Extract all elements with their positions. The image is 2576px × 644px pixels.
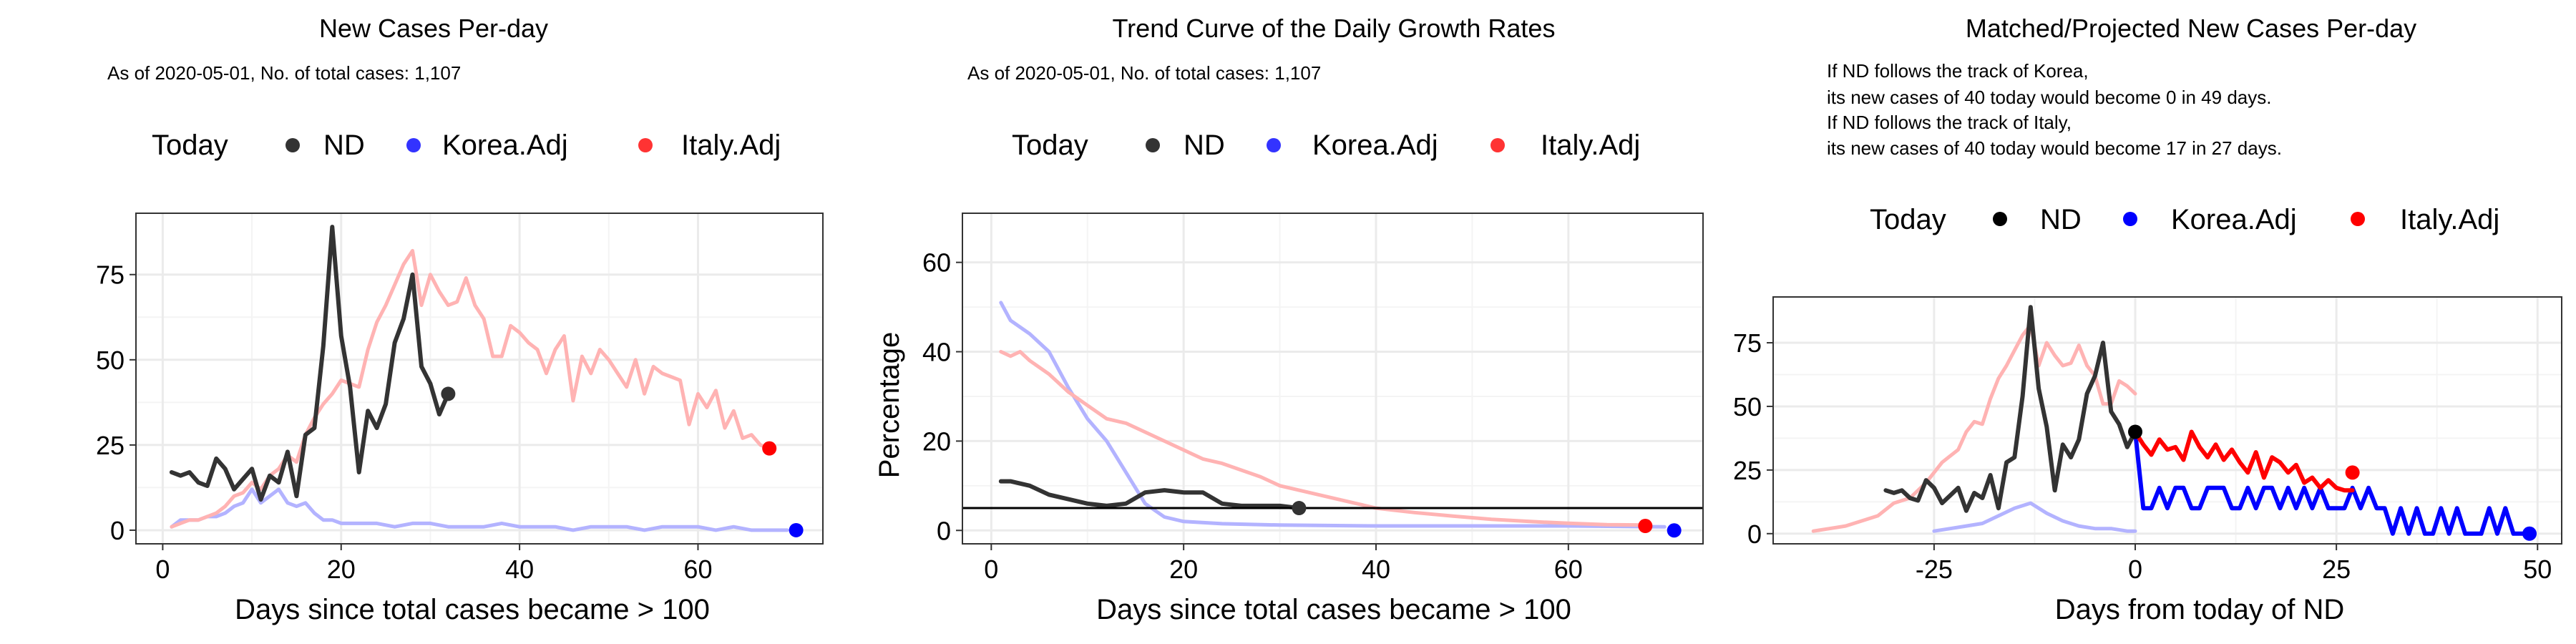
tick-label-y: 75 xyxy=(1733,328,1762,358)
chart-subtitle-line: As of 2020-05-01, No. of total cases: 1,… xyxy=(967,62,1321,84)
tick-label-y: 25 xyxy=(96,431,125,460)
legend-title: Today xyxy=(1012,130,1088,161)
today-marker-nd xyxy=(2128,424,2143,439)
tick-label-x: 20 xyxy=(1169,555,1198,584)
plot-border xyxy=(1772,296,2562,545)
chart-title: New Cases Per-day xyxy=(319,14,548,43)
legend-label-korea: Korea.Adj xyxy=(442,130,568,161)
chart-subtitle-line: its new cases of 40 today would become 1… xyxy=(1827,137,2282,159)
legend: Today ND Korea.Adj Italy.Adj xyxy=(152,130,781,161)
legend-marker-italy xyxy=(1491,138,1505,152)
tick-label-y: 0 xyxy=(1747,519,1762,549)
today-marker-nd xyxy=(1292,501,1307,516)
chart-title: Trend Curve of the Daily Growth Rates xyxy=(1113,14,1556,43)
series-line-italy-adj-projected xyxy=(2133,429,2355,493)
series-line-nd xyxy=(169,225,451,502)
legend-marker-italy xyxy=(2351,212,2365,226)
legend-marker-korea xyxy=(2123,212,2137,226)
legend-marker-korea xyxy=(1267,138,1281,152)
today-marker-nd xyxy=(441,386,456,401)
legend-title: Today xyxy=(1870,204,1946,235)
y-axis-label: Percentage xyxy=(874,332,905,479)
chart-subtitle-line: If ND follows the track of Korea, xyxy=(1827,60,2089,82)
plot-area: 0 20 40 60 0 25 50 75 xyxy=(96,213,824,584)
tick-label-x: 40 xyxy=(1362,555,1390,584)
legend-marker-nd xyxy=(1993,212,2007,226)
legend-label-italy: Italy.Adj xyxy=(1541,130,1640,161)
today-marker-korea-adj xyxy=(789,522,804,537)
tick-label-y: 0 xyxy=(110,516,125,545)
x-axis-label: Days from today of ND xyxy=(2055,594,2345,625)
tick-label-x: 60 xyxy=(1554,555,1583,584)
chart-matched-projected: Matched/Projected New Cases Per-day If N… xyxy=(1733,14,2562,625)
tick-label-x: 50 xyxy=(2523,555,2552,584)
legend: Today ND Korea.Adj Italy.Adj xyxy=(1870,204,2499,235)
legend-marker-korea xyxy=(406,138,421,152)
tick-label-y: 40 xyxy=(922,338,951,367)
plot-background xyxy=(962,213,1703,544)
legend-label-italy: Italy.Adj xyxy=(2400,204,2499,235)
chart-subtitle-line: its new cases of 40 today would become 0… xyxy=(1827,87,2271,108)
tick-label-y: 0 xyxy=(937,516,951,545)
tick-label-x: 0 xyxy=(984,555,998,584)
tick-label-x: -25 xyxy=(1916,555,1953,584)
today-marker-italy-adj xyxy=(1638,519,1653,534)
series-line-italy-adj xyxy=(999,350,1647,527)
tick-label-y: 60 xyxy=(922,248,951,278)
chart-subtitle-line: If ND follows the track of Italy, xyxy=(1827,112,2072,133)
series-line-nd xyxy=(998,479,1302,511)
series-line-korea-adj-projected xyxy=(2133,429,2532,536)
legend-title: Today xyxy=(152,130,228,161)
legend-label-nd: ND xyxy=(323,130,365,161)
x-axis-label: Days since total cases became > 100 xyxy=(235,594,710,625)
legend-label-nd: ND xyxy=(2040,204,2082,235)
tick-label-y: 75 xyxy=(96,260,125,290)
tick-label-y: 25 xyxy=(1733,456,1762,485)
plot-border xyxy=(135,213,824,545)
plot-area: 0 20 40 60 0 20 40 60 xyxy=(922,213,1704,584)
tick-label-x: 60 xyxy=(683,555,712,584)
x-axis-label: Days since total cases became > 100 xyxy=(1096,594,1571,625)
tick-label-x: 40 xyxy=(505,555,534,584)
legend-label-korea: Korea.Adj xyxy=(2171,204,2297,235)
legend: Today ND Korea.Adj Italy.Adj xyxy=(1012,130,1640,161)
legend-label-nd: ND xyxy=(1184,130,1225,161)
series-line-korea-adj-matched xyxy=(1932,501,2137,533)
legend-marker-nd xyxy=(1146,138,1160,152)
today-marker-italy-adj xyxy=(2345,465,2360,480)
legend-marker-italy xyxy=(638,138,653,152)
series-line-nd xyxy=(1883,305,2137,513)
series-line-korea-adj xyxy=(170,487,789,532)
plot-border xyxy=(962,213,1704,545)
chart-growth-rates: Trend Curve of the Daily Growth Rates As… xyxy=(874,14,1704,625)
tick-label-y: 20 xyxy=(922,426,951,456)
today-marker-korea-adj xyxy=(1667,523,1682,538)
tick-label-y: 50 xyxy=(1733,392,1762,421)
chart-title: Matched/Projected New Cases Per-day xyxy=(1966,14,2416,43)
tick-label-x: 0 xyxy=(155,555,170,584)
tick-label-x: 20 xyxy=(327,555,356,584)
chart-new-cases: New Cases Per-day As of 2020-05-01, No. … xyxy=(96,14,824,625)
tick-label-y: 50 xyxy=(96,346,125,375)
legend-marker-nd xyxy=(286,138,300,152)
legend-label-korea: Korea.Adj xyxy=(1312,130,1438,161)
today-marker-korea-adj xyxy=(2522,526,2537,541)
tick-label-x: 25 xyxy=(2322,555,2351,584)
plot-area: -25 0 25 50 0 25 50 75 xyxy=(1733,296,2562,584)
series-line-korea-adj xyxy=(999,301,1667,529)
chart-subtitle-line: As of 2020-05-01, No. of total cases: 1,… xyxy=(107,62,461,84)
tick-label-x: 0 xyxy=(2128,555,2142,584)
today-marker-italy-adj xyxy=(762,441,777,456)
legend-label-italy: Italy.Adj xyxy=(681,130,781,161)
